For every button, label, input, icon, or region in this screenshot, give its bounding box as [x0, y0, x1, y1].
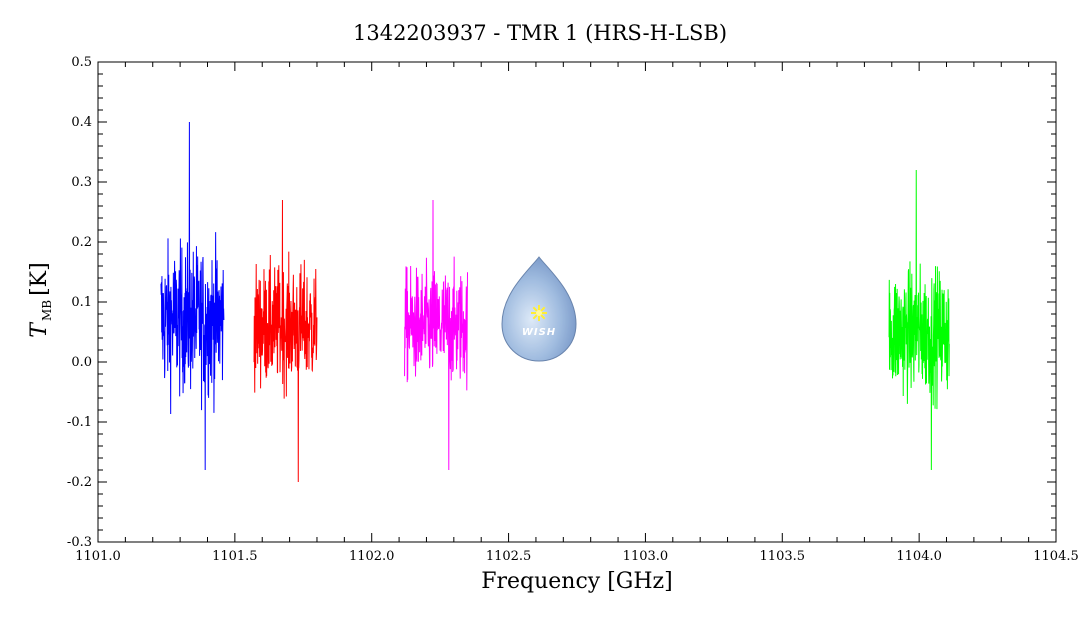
series-layer	[160, 121, 950, 483]
x-tick-label: 1103.5	[760, 549, 806, 564]
y-tick-label: 0.0	[71, 355, 92, 370]
axes: 1101.0 1101.5 1102.0 1102.5 1103.0 1103.5 1104…	[67, 55, 1079, 564]
y-tick-label: 0.4	[71, 115, 92, 130]
x-tick-label: 1103.0	[623, 549, 669, 564]
series-line-1	[160, 121, 225, 471]
svg-text:TMB[K]: TMB [K]	[27, 262, 54, 337]
star-icon	[531, 305, 547, 321]
y-tick-label: 0.2	[71, 235, 92, 250]
y-tick-label: -0.1	[67, 415, 92, 430]
x-tick-label: 1104.0	[896, 549, 942, 564]
wish-logo-text: WISH	[522, 327, 556, 338]
chart-title: 1342203937 - TMR 1 (HRS-H-LSB)	[353, 21, 727, 45]
x-tick-label: 1104.5	[1033, 549, 1079, 564]
y-tick-label: -0.2	[67, 475, 92, 490]
x-tick-label: 1101.0	[75, 549, 121, 564]
y-axis-label-unit: [K]	[27, 262, 52, 296]
y-tick-label: 0.5	[71, 55, 92, 70]
y-axis-label-sub: MB	[40, 300, 54, 321]
y-axis-label: TMB [K]	[27, 262, 54, 337]
y-axis-label-main: T	[27, 321, 52, 338]
x-tick-label: 1102.0	[349, 549, 395, 564]
y-tick-label: -0.3	[67, 535, 92, 550]
x-tick-label: 1102.5	[486, 549, 532, 564]
x-axis-label: Frequency [GHz]	[481, 569, 673, 594]
series-line-2	[253, 199, 318, 483]
x-tick-label: 1101.5	[212, 549, 258, 564]
wish-logo: WISH	[501, 256, 577, 362]
y-tick-label: 0.3	[71, 175, 92, 190]
series-line-3	[404, 199, 469, 471]
series-line-4	[888, 169, 950, 471]
y-tick-label: 0.1	[71, 295, 92, 310]
